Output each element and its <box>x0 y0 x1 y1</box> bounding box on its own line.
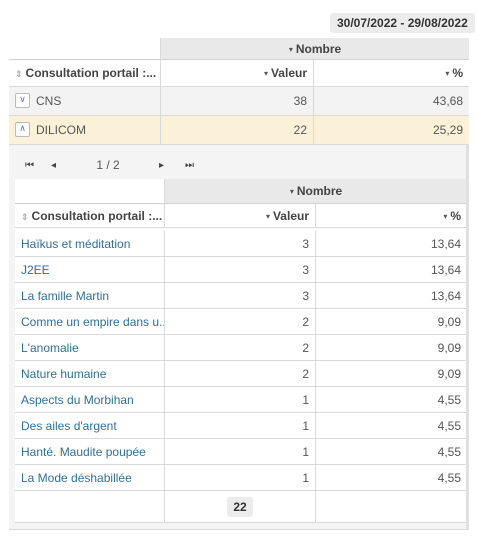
collapse-chevron-icon[interactable]: ∧ <box>15 122 30 138</box>
outer-nombre-header[interactable]: ▾ Nombre <box>161 38 469 60</box>
prev-page-icon[interactable]: ◂ <box>51 159 57 171</box>
outer-col-pct-header[interactable]: ▾% <box>314 60 469 87</box>
inner-nombre-label: Nombre <box>296 184 343 198</box>
caret-down-icon: ▾ <box>265 212 270 221</box>
table-row[interactable]: Aspects du Morbihan 1 4,55 <box>15 387 467 413</box>
table-row[interactable]: Des ailes d'argent 1 4,55 <box>15 413 467 439</box>
table-row[interactable]: L'anomalie 2 9,09 <box>15 335 467 361</box>
row-label: CNS <box>36 94 62 108</box>
inner-col-pct-header[interactable]: ▾% <box>316 204 467 228</box>
inner-nombre-header[interactable]: ▾ Nombre <box>165 179 467 204</box>
book-title-link[interactable]: Haïkus et méditation <box>15 231 165 257</box>
table-row[interactable]: Hanté. Maudite poupée 1 4,55 <box>15 439 467 465</box>
sort-icon[interactable]: ⇕ <box>15 69 23 79</box>
book-title-link[interactable]: Hanté. Maudite poupée <box>15 439 165 465</box>
inner-col1-label: Consultation portail :... <box>31 209 163 223</box>
outer-column-header-row: ⇕ Consultation portail :... ▾ Valeur ▾% <box>9 60 469 87</box>
valeur-cell: 3 <box>165 257 316 283</box>
outer-pivot-table: ▾ Nombre ⇕ Consultation portail :... ▾ Vale… <box>9 38 469 530</box>
inner-col2-label: Valeur <box>272 209 309 223</box>
pct-cell: 13,64 <box>316 257 467 283</box>
caret-down-icon: ▾ <box>288 45 293 54</box>
inner-pivot-table: ▾ Nombre ⇕ Consultation portail :... ▾ Vale… <box>15 179 467 523</box>
inner-group-header-row: ▾ Nombre <box>15 179 467 204</box>
valeur-cell: 2 <box>165 361 316 387</box>
book-title-link[interactable]: L'anomalie <box>15 335 165 361</box>
total-pct-cell <box>316 491 467 523</box>
book-title-link[interactable]: Aspects du Morbihan <box>15 387 165 413</box>
inner-col-valeur-header[interactable]: ▾ Valeur <box>165 204 316 228</box>
table-row[interactable]: Nature humaine 2 9,09 <box>15 361 467 387</box>
outer-row-cns[interactable]: ∨ CNS 38 43,68 <box>9 87 469 116</box>
outer-col2-label: Valeur <box>270 66 307 80</box>
outer-col-valeur-header[interactable]: ▾ Valeur <box>161 60 314 87</box>
outer-row-valeur: 22 <box>161 116 314 145</box>
book-title-link[interactable]: Nature humaine <box>15 361 165 387</box>
book-title-link[interactable]: J2EE <box>15 257 165 283</box>
first-page-icon[interactable]: ⏮ <box>25 159 34 171</box>
detail-panel-scrollbar[interactable] <box>466 145 469 529</box>
pct-cell: 4,55 <box>316 465 467 491</box>
inner-col-consultation-header[interactable]: ⇕ Consultation portail :... <box>15 204 165 228</box>
outer-row-label-cell: ∨ CNS <box>9 87 161 116</box>
valeur-cell: 2 <box>165 335 316 361</box>
pct-cell: 13,64 <box>316 231 467 257</box>
caret-down-icon: ▾ <box>445 69 450 78</box>
outer-corner-blank <box>9 38 161 60</box>
inner-col3-label: % <box>450 209 461 223</box>
pagination-bar: ⏮ ◂ 1 / 2 ▸ ⏭ <box>15 151 467 179</box>
total-row: 22 <box>15 491 467 523</box>
outer-row-pct: 43,68 <box>314 87 469 116</box>
next-page-icon[interactable]: ▸ <box>159 159 165 171</box>
caret-down-icon: ▾ <box>443 212 448 221</box>
valeur-cell: 1 <box>165 413 316 439</box>
book-title-link[interactable]: Comme un empire dans u... <box>15 309 165 335</box>
table-row[interactable]: Haïkus et méditation 3 13,64 <box>15 231 467 257</box>
pct-cell: 4,55 <box>316 387 467 413</box>
last-page-icon[interactable]: ⏭ <box>185 159 194 171</box>
valeur-cell: 1 <box>165 387 316 413</box>
page-indicator: 1 / 2 <box>96 158 120 172</box>
table-row[interactable]: La famille Martin 3 13,64 <box>15 283 467 309</box>
outer-group-header-row: ▾ Nombre <box>9 38 469 60</box>
inner-corner-blank <box>15 179 165 204</box>
pct-cell: 9,09 <box>316 335 467 361</box>
valeur-cell: 1 <box>165 465 316 491</box>
table-row[interactable]: Comme un empire dans u... 2 9,09 <box>15 309 467 335</box>
total-label-cell <box>15 491 165 523</box>
valeur-cell: 3 <box>165 283 316 309</box>
inner-column-header-row: ⇕ Consultation portail :... ▾ Valeur ▾% <box>15 204 467 231</box>
total-valeur-cell: 22 <box>165 491 316 523</box>
pct-cell: 9,09 <box>316 309 467 335</box>
outer-col-consultation-header[interactable]: ⇕ Consultation portail :... <box>9 60 161 87</box>
caret-down-icon: ▾ <box>289 187 294 196</box>
book-title-link[interactable]: La Mode déshabillée <box>15 465 165 491</box>
row-label: DILICOM <box>36 123 87 137</box>
caret-down-icon: ▾ <box>263 69 268 78</box>
outer-row-label-cell: ∧ DILICOM <box>9 116 161 145</box>
expand-chevron-icon[interactable]: ∨ <box>15 93 30 109</box>
pct-cell: 4,55 <box>316 413 467 439</box>
book-title-link[interactable]: Des ailes d'argent <box>15 413 165 439</box>
outer-row-valeur: 38 <box>161 87 314 116</box>
pct-cell: 9,09 <box>316 361 467 387</box>
pct-cell: 4,55 <box>316 439 467 465</box>
outer-col3-label: % <box>452 66 463 80</box>
date-range-badge[interactable]: 30/07/2022 - 29/08/2022 <box>330 13 475 33</box>
pct-cell: 13,64 <box>316 283 467 309</box>
book-title-link[interactable]: La famille Martin <box>15 283 165 309</box>
valeur-cell: 3 <box>165 231 316 257</box>
table-row[interactable]: J2EE 3 13,64 <box>15 257 467 283</box>
valeur-cell: 1 <box>165 439 316 465</box>
outer-row-dilicom[interactable]: ∧ DILICOM 22 25,29 <box>9 116 469 145</box>
total-badge: 22 <box>227 497 253 517</box>
sort-icon[interactable]: ⇕ <box>21 212 29 222</box>
detail-panel: ⏮ ◂ 1 / 2 ▸ ⏭ ▾ Nombre ⇕ Consultation port… <box>9 145 469 530</box>
outer-nombre-label: Nombre <box>295 42 342 56</box>
valeur-cell: 2 <box>165 309 316 335</box>
outer-row-pct: 25,29 <box>314 116 469 145</box>
outer-col1-label: Consultation portail :... <box>25 66 157 80</box>
table-row[interactable]: La Mode déshabillée 1 4,55 <box>15 465 467 491</box>
